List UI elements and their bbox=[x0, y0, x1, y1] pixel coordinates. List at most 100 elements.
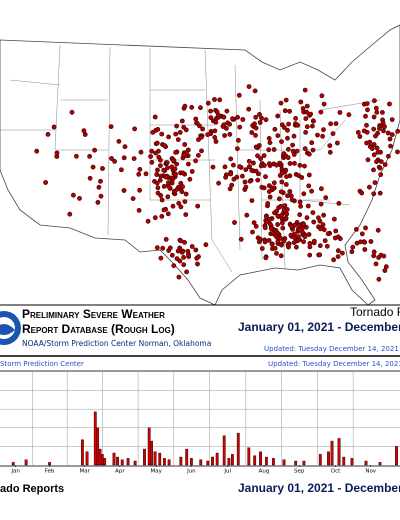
report-dot bbox=[278, 189, 284, 195]
report-dot bbox=[227, 131, 233, 137]
report-dot bbox=[346, 112, 352, 118]
report-dot bbox=[278, 100, 284, 106]
bar bbox=[282, 459, 286, 466]
report-dot bbox=[307, 252, 313, 258]
report-dot bbox=[221, 122, 227, 128]
bar bbox=[93, 411, 97, 466]
bar bbox=[167, 459, 171, 466]
report-dot bbox=[281, 125, 287, 130]
header-agency: NOAA/Storm Prediction Center Norman, Okl… bbox=[22, 339, 211, 348]
report-dot bbox=[196, 254, 201, 260]
report-dot bbox=[381, 128, 386, 134]
report-dot bbox=[331, 216, 337, 222]
report-dot bbox=[249, 198, 255, 203]
x-tick-label: Sep bbox=[294, 469, 305, 475]
report-dot bbox=[281, 238, 287, 244]
report-dot bbox=[255, 153, 260, 159]
report-dot bbox=[285, 146, 291, 152]
report-dot bbox=[276, 196, 282, 202]
report-dot bbox=[161, 143, 167, 148]
report-dot bbox=[275, 238, 281, 244]
x-tick-label: Jun bbox=[186, 469, 196, 475]
report-dot bbox=[290, 142, 295, 148]
report-dot bbox=[303, 129, 308, 135]
report-dot bbox=[365, 107, 370, 113]
report-dot bbox=[363, 225, 368, 231]
report-dot bbox=[388, 143, 393, 149]
land-outline bbox=[0, 24, 400, 306]
report-dot bbox=[154, 245, 160, 251]
report-dot bbox=[289, 223, 294, 229]
report-dot bbox=[369, 146, 375, 151]
x-tick-label: Apr bbox=[115, 469, 125, 475]
report-dot bbox=[297, 162, 303, 168]
report-dot bbox=[210, 164, 216, 170]
report-dot bbox=[292, 160, 297, 166]
report-dot bbox=[317, 252, 323, 258]
report-dot bbox=[189, 105, 195, 110]
report-dot bbox=[208, 115, 214, 120]
report-dot bbox=[301, 191, 307, 197]
report-dot bbox=[322, 238, 328, 244]
report-dot bbox=[283, 167, 289, 173]
report-dot bbox=[323, 195, 329, 200]
report-dot bbox=[335, 248, 341, 254]
report-dot bbox=[315, 215, 321, 221]
report-dot bbox=[213, 139, 219, 144]
report-dot bbox=[306, 183, 312, 189]
report-dot bbox=[321, 127, 326, 133]
report-dot bbox=[387, 136, 393, 142]
report-dot bbox=[287, 108, 292, 114]
report-dot bbox=[227, 121, 232, 127]
report-dot bbox=[230, 116, 235, 121]
report-dot bbox=[136, 171, 142, 177]
report-dot bbox=[77, 195, 82, 201]
bar bbox=[350, 458, 354, 466]
report-dot bbox=[294, 148, 300, 154]
report-dot bbox=[262, 239, 268, 245]
report-dot bbox=[327, 143, 333, 148]
report-dot bbox=[153, 150, 159, 156]
report-dot bbox=[284, 174, 289, 179]
report-dot bbox=[175, 248, 181, 254]
report-dot bbox=[350, 244, 356, 250]
report-dot bbox=[307, 240, 313, 246]
report-dot bbox=[208, 108, 213, 114]
report-dot bbox=[222, 164, 228, 170]
report-dot bbox=[318, 201, 324, 207]
report-dot bbox=[287, 161, 293, 166]
chart-source: Storm Prediction Center bbox=[0, 360, 84, 368]
bar bbox=[327, 451, 330, 466]
report-dot bbox=[371, 253, 377, 259]
report-dot bbox=[306, 232, 312, 237]
bar bbox=[96, 427, 100, 466]
report-dot bbox=[266, 147, 272, 153]
report-dot bbox=[132, 126, 137, 132]
bar bbox=[236, 432, 240, 466]
report-dot bbox=[376, 276, 382, 282]
header-updated: Updated: Tuesday December 14, 2021 bbox=[264, 345, 399, 353]
report-dot bbox=[212, 134, 218, 140]
report-dot bbox=[109, 156, 114, 161]
x-tick-label: Mar bbox=[80, 469, 91, 475]
report-dot bbox=[130, 196, 136, 201]
report-dot bbox=[172, 166, 178, 172]
report-dot bbox=[152, 114, 158, 120]
report-dot bbox=[178, 238, 184, 244]
report-dot bbox=[193, 247, 199, 253]
report-dot bbox=[235, 114, 240, 120]
report-dot bbox=[298, 203, 303, 209]
report-dot bbox=[327, 149, 333, 155]
report-dot bbox=[324, 243, 330, 249]
report-dot bbox=[333, 121, 339, 126]
report-dot bbox=[336, 200, 342, 206]
report-dot bbox=[302, 87, 308, 93]
report-dot bbox=[258, 156, 263, 162]
report-dot bbox=[154, 180, 160, 186]
report-dot bbox=[280, 225, 286, 231]
report-dot bbox=[304, 124, 310, 130]
report-dot bbox=[179, 118, 185, 124]
report-dot bbox=[377, 190, 383, 196]
report-dot bbox=[373, 133, 378, 139]
bar bbox=[85, 451, 89, 466]
